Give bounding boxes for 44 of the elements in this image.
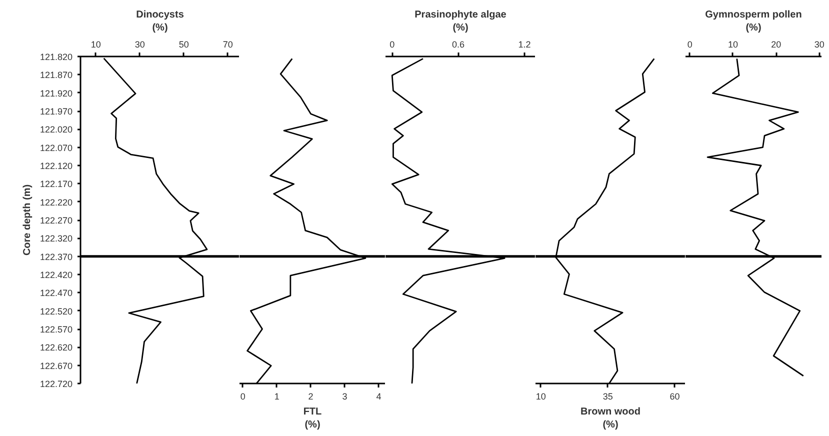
x-axis-title: Brown wood (%) bbox=[580, 406, 641, 431]
x-tick-label: 50 bbox=[178, 40, 189, 50]
y-tick-label: 122.370 bbox=[40, 252, 73, 262]
x-tick-label: 3 bbox=[342, 392, 348, 402]
y-tick-label: 122.470 bbox=[40, 288, 73, 298]
y-tick-label: 122.670 bbox=[40, 360, 73, 371]
y-tick-label: 122.170 bbox=[40, 179, 73, 190]
x-tick-label: 1.2 bbox=[518, 40, 531, 50]
y-tick-label: 121.920 bbox=[40, 88, 73, 98]
x-tick-label: 0 bbox=[240, 392, 246, 402]
y-tick-label: 122.570 bbox=[40, 324, 73, 334]
x-tick-label: 70 bbox=[222, 40, 233, 50]
y-tick-label: 122.220 bbox=[40, 197, 73, 208]
y-tick-label: 122.420 bbox=[40, 270, 73, 280]
y-tick-label: 121.870 bbox=[40, 70, 73, 80]
x-tick-label: 30 bbox=[814, 40, 824, 50]
y-tick-label: 122.070 bbox=[40, 142, 73, 153]
x-tick-label: 30 bbox=[134, 40, 145, 50]
y-tick-label: 122.720 bbox=[40, 379, 73, 389]
y-tick-label: 122.520 bbox=[40, 306, 73, 316]
x-tick-label: 0 bbox=[390, 40, 395, 50]
y-tick-label: 121.820 bbox=[40, 52, 73, 62]
x-axis-title: FTL (%) bbox=[303, 406, 322, 431]
x-tick-label: 1 bbox=[274, 392, 280, 402]
y-tick-label: 122.120 bbox=[40, 161, 73, 171]
x-tick-label: 0 bbox=[687, 40, 692, 50]
y-tick-label: 122.620 bbox=[40, 342, 73, 353]
x-tick-label: 60 bbox=[670, 392, 680, 402]
x-axis-title: Gymnosperm pollen (%) bbox=[705, 9, 802, 34]
x-tick-label: 35 bbox=[602, 392, 613, 402]
x-tick-label: 20 bbox=[771, 40, 782, 50]
x-axis-title: Prasinophyte algae (%) bbox=[414, 9, 507, 34]
y-axis-title: Core depth (m) bbox=[22, 184, 33, 256]
x-tick-label: 0.6 bbox=[452, 40, 465, 50]
y-tick-label: 122.020 bbox=[40, 124, 73, 135]
y-tick-label: 122.270 bbox=[40, 216, 73, 226]
y-tick-label: 121.970 bbox=[40, 106, 73, 116]
x-tick-label: 4 bbox=[376, 392, 382, 402]
x-tick-label: 10 bbox=[728, 40, 738, 50]
x-tick-label: 2 bbox=[308, 392, 314, 402]
x-tick-label: 10 bbox=[90, 40, 101, 50]
y-tick-label: 122.320 bbox=[40, 234, 73, 244]
x-axis-title: Dinocysts (%) bbox=[136, 9, 184, 34]
x-tick-label: 10 bbox=[536, 392, 546, 402]
